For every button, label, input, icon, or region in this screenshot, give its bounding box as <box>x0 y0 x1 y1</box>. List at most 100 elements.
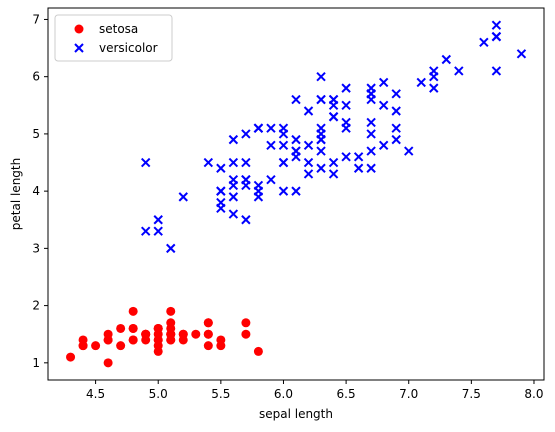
y-tick-label: 3 <box>32 241 40 255</box>
point-versicolor <box>241 180 251 191</box>
point-versicolor <box>278 129 289 139</box>
legend: setosa versicolor <box>54 14 173 62</box>
point-versicolor <box>291 134 301 145</box>
point-versicolor <box>303 157 314 168</box>
point-versicolor <box>341 152 351 162</box>
point-versicolor <box>366 146 376 156</box>
x-tick-label: 4.5 <box>86 387 105 401</box>
legend-marker-setosa <box>74 24 84 34</box>
point-setosa <box>203 329 213 339</box>
point-versicolor <box>341 117 351 128</box>
point-setosa <box>216 341 226 351</box>
y-tick-label: 6 <box>32 70 40 84</box>
point-setosa <box>203 341 213 351</box>
x-tick-label: 5.0 <box>149 387 168 401</box>
y-tick-label: 2 <box>32 299 40 313</box>
plot-frame <box>47 7 545 381</box>
point-versicolor <box>228 209 239 219</box>
point-versicolor <box>316 146 326 156</box>
point-versicolor <box>203 157 214 168</box>
x-axis-label: sepal length <box>259 407 333 421</box>
x-tick-label: 8.0 <box>524 387 543 401</box>
point-versicolor <box>278 140 289 151</box>
point-versicolor <box>491 31 502 42</box>
point-versicolor <box>291 186 301 196</box>
x-axis: 4.5 5.0 5.5 6.0 6.5 7.0 7.5 8.0 <box>86 380 544 401</box>
x-tick-label: 6.0 <box>274 387 293 401</box>
point-versicolor <box>228 192 239 202</box>
point-setosa <box>116 323 126 333</box>
data-points <box>66 20 527 368</box>
point-versicolor <box>316 94 326 105</box>
point-versicolor <box>328 100 339 110</box>
point-setosa <box>153 335 163 345</box>
point-versicolor <box>228 157 239 168</box>
point-versicolor <box>491 20 502 30</box>
point-versicolor <box>178 192 188 202</box>
point-versicolor <box>166 243 176 254</box>
point-versicolor <box>429 71 439 82</box>
point-versicolor <box>153 215 163 225</box>
point-setosa <box>128 323 138 333</box>
legend-marker-versicolor <box>74 43 84 53</box>
legend-box <box>54 14 173 62</box>
point-versicolor <box>316 71 326 82</box>
point-versicolor <box>404 146 414 156</box>
point-versicolor <box>140 226 151 236</box>
point-versicolor <box>378 140 389 151</box>
point-versicolor <box>328 169 339 179</box>
x-tick-label: 7.0 <box>399 387 418 401</box>
y-tick-label: 4 <box>32 184 40 198</box>
point-setosa <box>78 341 88 351</box>
legend-label-versicolor: versicolor <box>99 41 158 55</box>
point-setosa <box>166 306 176 316</box>
point-versicolor <box>316 129 326 139</box>
point-versicolor <box>266 174 276 185</box>
point-versicolor <box>216 186 226 196</box>
point-versicolor <box>153 226 163 236</box>
point-versicolor <box>291 94 301 105</box>
point-setosa <box>103 358 113 368</box>
point-versicolor <box>303 106 314 116</box>
x-tick-label: 6.5 <box>337 387 356 401</box>
point-versicolor <box>378 100 389 110</box>
point-versicolor <box>479 37 489 48</box>
point-versicolor <box>366 163 376 173</box>
point-versicolor <box>328 112 339 122</box>
point-setosa <box>153 323 163 333</box>
point-versicolor <box>216 163 226 173</box>
point-versicolor <box>316 163 326 173</box>
point-versicolor <box>416 77 426 88</box>
point-setosa <box>128 306 138 316</box>
point-versicolor <box>391 106 401 116</box>
point-versicolor <box>366 129 376 139</box>
point-versicolor <box>328 157 339 168</box>
point-versicolor <box>278 186 289 196</box>
x-tick-label: 5.5 <box>211 387 230 401</box>
point-setosa <box>191 329 201 339</box>
point-versicolor <box>366 117 376 128</box>
point-setosa <box>116 341 126 351</box>
point-versicolor <box>303 169 314 179</box>
point-versicolor <box>241 215 251 225</box>
point-versicolor <box>140 157 151 168</box>
point-versicolor <box>391 123 401 133</box>
point-versicolor <box>391 134 401 145</box>
point-setosa <box>141 329 151 339</box>
point-versicolor <box>291 152 301 162</box>
point-versicolor <box>278 157 289 168</box>
point-versicolor <box>516 49 527 59</box>
point-versicolor <box>491 66 502 76</box>
point-setosa <box>241 329 251 339</box>
point-versicolor <box>341 83 351 93</box>
point-versicolor <box>253 123 264 133</box>
point-versicolor <box>253 186 264 196</box>
point-versicolor <box>441 54 452 65</box>
y-tick-label: 7 <box>32 12 40 26</box>
point-versicolor <box>228 134 239 145</box>
y-axis: 1 2 3 4 5 6 7 <box>32 12 48 370</box>
point-versicolor <box>266 140 276 151</box>
x-tick-label: 7.5 <box>462 387 481 401</box>
point-versicolor <box>216 203 226 214</box>
